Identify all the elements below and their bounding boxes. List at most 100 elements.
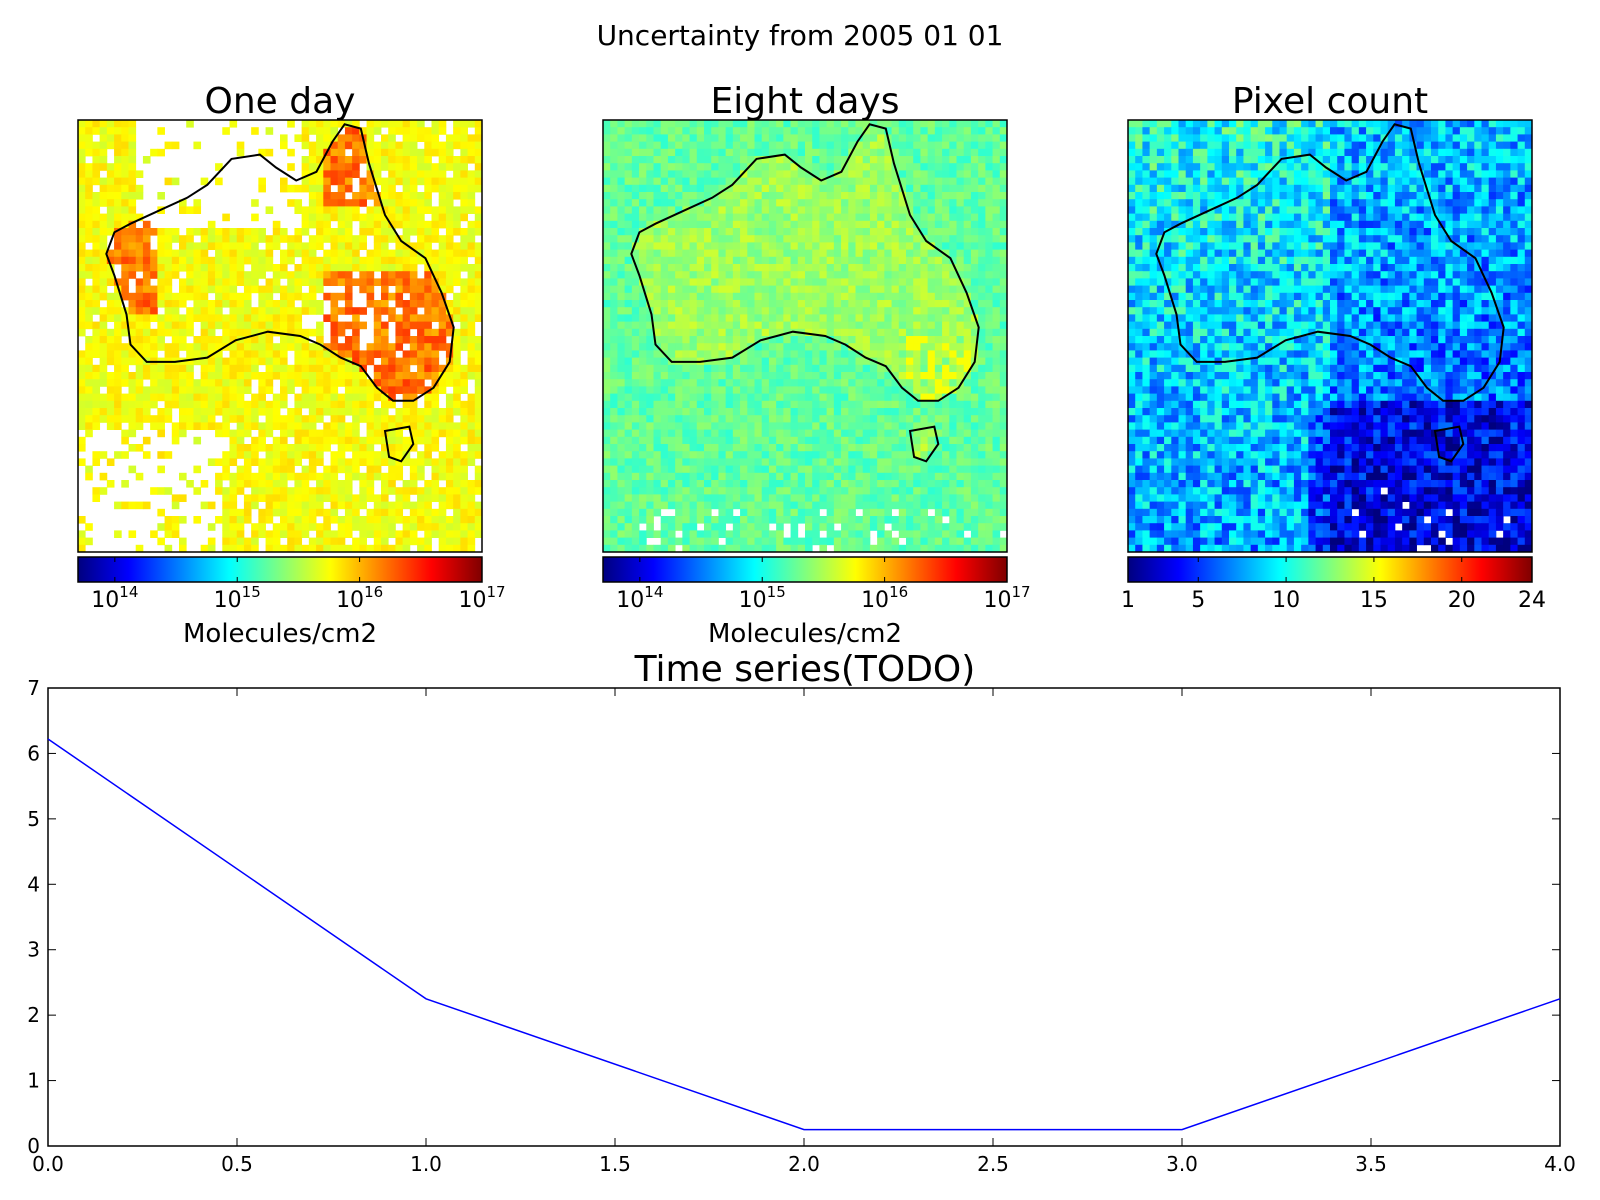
heatmap-cell [157,148,165,157]
heatmap-cell [610,141,618,150]
heatmap-cell [624,393,633,402]
heatmap-cell [869,264,878,272]
heatmap-cell [207,415,216,423]
heatmap-cell [359,530,367,538]
heatmap-cell [797,256,806,265]
heatmap-cell [438,408,447,416]
heatmap-cell [121,141,129,150]
heatmap-cell [819,148,828,157]
heatmap-cell [704,206,712,214]
heatmap-cell [949,357,957,366]
heatmap-cell [424,544,432,552]
heatmap-cell [179,249,187,258]
heatmap-cell [229,472,238,481]
heatmap-cell [287,408,295,416]
heatmap-cell [409,156,418,164]
heatmap-cell [696,436,705,445]
heatmap-cell [193,206,202,214]
heatmap-cell [460,386,468,394]
heatmap-cell [617,314,626,322]
heatmap-cell [373,314,382,322]
heatmap-cell [78,148,86,157]
heatmap-cell [78,357,86,366]
heatmap-cell [294,451,303,459]
heatmap-cell [337,537,346,546]
heatmap-cell [438,415,447,423]
heatmap-cell [388,472,396,481]
heatmap-cell [934,228,943,236]
heatmap-cell [949,292,957,301]
heatmap-cell [453,429,461,438]
heatmap-cell [301,480,310,488]
heatmap-cell [316,372,324,380]
heatmap-cell [106,206,115,214]
heatmap-cell [877,170,885,178]
heatmap-cell [855,120,864,128]
heatmap-cell [667,199,676,207]
heatmap-cell [301,444,310,452]
heatmap-cell [805,199,813,207]
heatmap-cell [790,300,799,308]
heatmap-cell [236,148,245,157]
heatmap-cell [603,393,611,402]
heatmap-cell [869,300,878,308]
heatmap-cell [344,228,353,236]
heatmap-cell [445,249,454,258]
heatmap-cell [682,364,690,373]
heatmap-cell [409,134,418,142]
heatmap-cell [474,372,482,380]
heatmap-cell [942,235,950,243]
heatmap-cell [653,321,662,330]
heatmap-cell [855,285,864,294]
heatmap-cell [646,436,654,445]
heatmap-cell [323,278,331,286]
heatmap-cell [747,436,755,445]
heatmap-cell [956,307,965,315]
heatmap-cell [323,379,331,387]
heatmap-cell [78,177,86,186]
heatmap-cell [121,242,129,250]
heatmap-cell [236,321,245,330]
heatmap-cell [732,134,741,142]
heatmap-cell [171,386,180,394]
heatmap-cell [747,379,755,387]
heatmap-cell [631,429,640,438]
heatmap-cell [395,444,404,452]
heatmap-cell [179,537,187,546]
heatmap-cell [381,134,389,142]
heatmap-cell [251,213,259,222]
heatmap-cell [78,213,86,222]
heatmap-cell [689,379,698,387]
heatmap-cell [85,235,93,243]
heatmap-cell [978,141,986,150]
heatmap-cell [388,213,396,222]
heatmap-cell [179,408,187,416]
heatmap-cell [754,408,763,416]
heatmap-cell [754,206,763,214]
heatmap-cell [704,163,712,171]
heatmap-cell [308,278,317,286]
heatmap-cell [431,436,440,445]
heatmap-cell [272,472,281,481]
heatmap-cell [970,328,979,337]
heatmap-cell [251,321,259,330]
heatmap-cell [359,192,367,200]
heatmap-cell [381,220,389,229]
heatmap-cell [445,271,454,279]
heatmap-cell [841,228,849,236]
heatmap-cell [790,213,799,222]
heatmap-cell [243,516,252,524]
heatmap-cell [682,429,690,438]
heatmap-cell [388,192,396,200]
heatmap-cell [287,249,295,258]
heatmap-cell [359,357,367,366]
heatmap-cell [265,127,274,135]
heatmap-cell [841,372,849,380]
heatmap-cell [862,393,871,402]
heatmap-cell [855,235,864,243]
heatmap-cell [135,307,144,315]
heatmap-cell [913,163,921,171]
heatmap-cell [193,465,202,474]
heatmap-cell [963,235,972,243]
heatmap-cell [913,242,921,250]
